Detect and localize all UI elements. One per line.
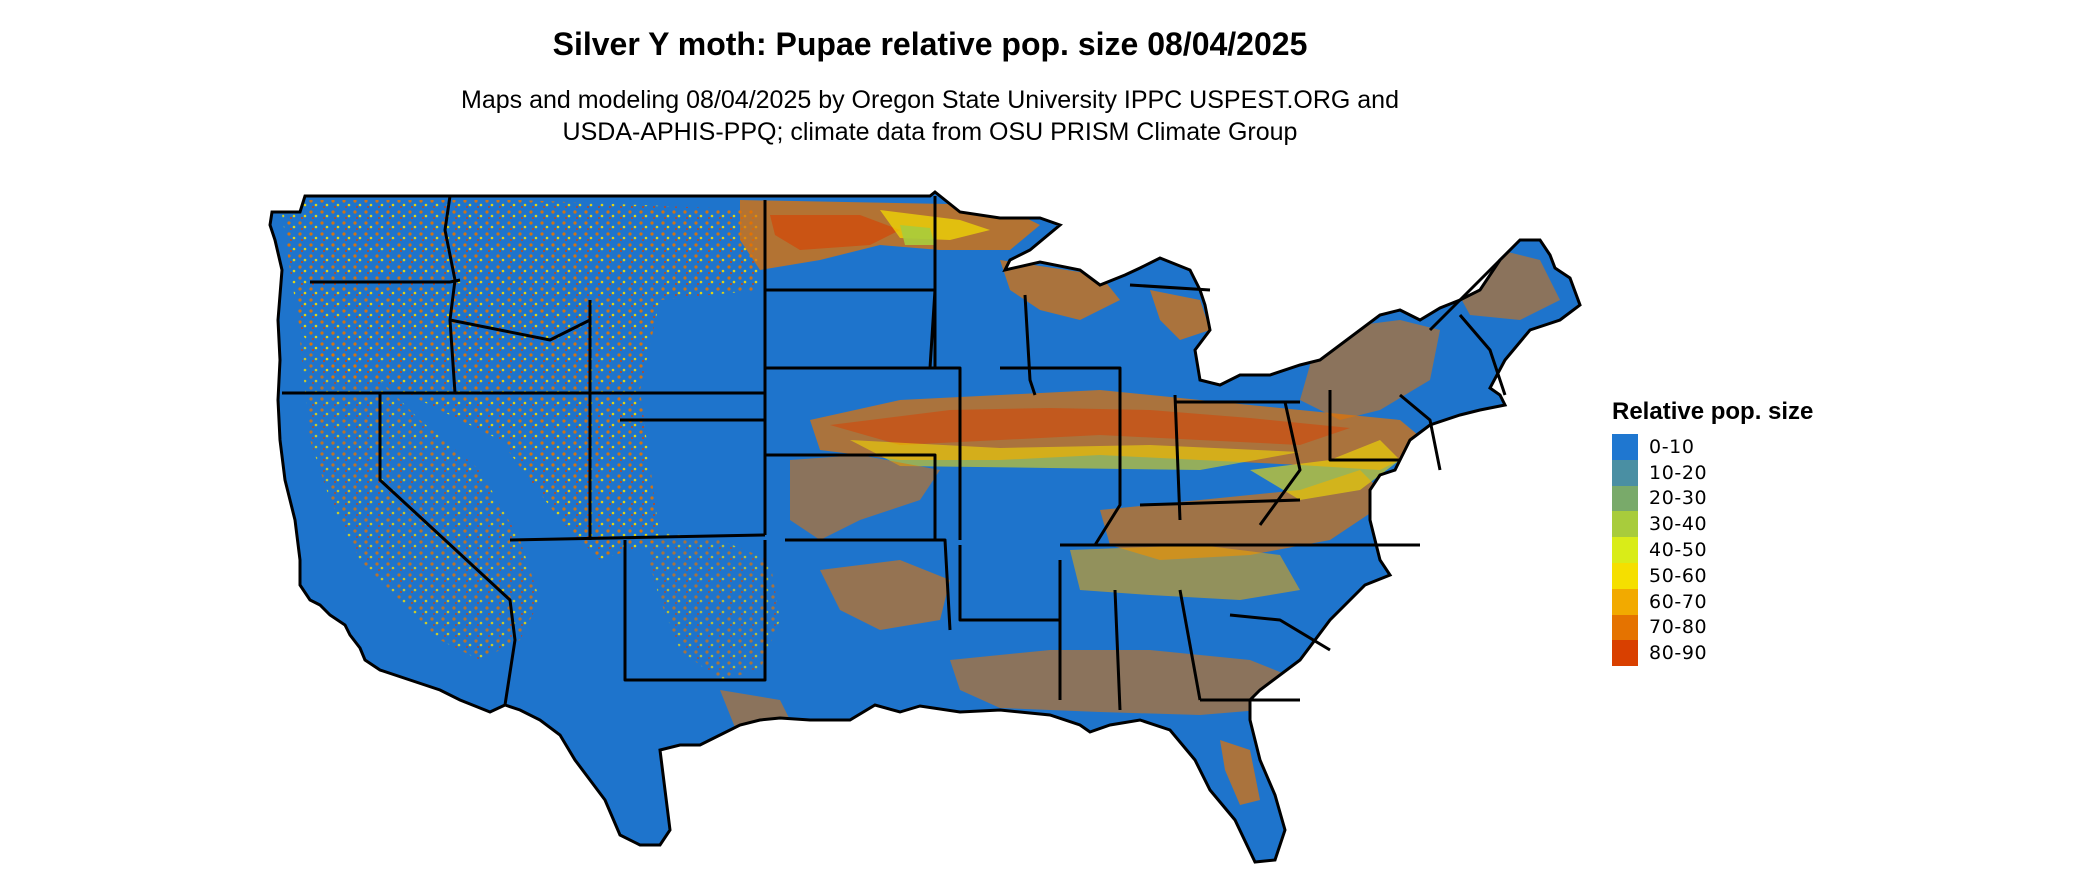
- legend-label: 0-10: [1649, 435, 1695, 458]
- legend-item: 70-80: [1612, 614, 1932, 641]
- legend-swatch: [1612, 537, 1638, 563]
- legend-item: 20-30: [1612, 485, 1932, 512]
- legend-swatch: [1612, 434, 1638, 460]
- legend-label: 70-80: [1649, 616, 1708, 639]
- legend-label: 50-60: [1649, 564, 1708, 587]
- state-borders: [282, 195, 1507, 711]
- map-subtitle: Maps and modeling 08/04/2025 by Oregon S…: [0, 84, 1860, 148]
- legend: Relative pop. size 0-10 10-20 20-30 30-40 40…: [1612, 398, 1932, 667]
- legend-item: 30-40: [1612, 511, 1932, 538]
- legend-item: 50-60: [1612, 562, 1932, 589]
- legend-label: 10-20: [1649, 461, 1708, 484]
- subtitle-line-2: USDA-APHIS-PPQ; climate data from OSU PR…: [562, 118, 1298, 146]
- legend-title: Relative pop. size: [1612, 398, 1814, 425]
- legend-item: 40-50: [1612, 537, 1932, 563]
- legend-label: 80-90: [1649, 642, 1708, 665]
- legend-item: 0-10: [1612, 434, 1932, 460]
- legend-swatch: [1612, 459, 1638, 486]
- heat-layer: [270, 192, 1580, 862]
- us-map-svg: [268, 190, 1582, 864]
- legend-swatch: [1612, 562, 1638, 589]
- us-heat-map: [260, 180, 1590, 890]
- legend-label: 20-30: [1649, 487, 1708, 510]
- legend-label: 40-50: [1649, 539, 1708, 562]
- legend-swatch: [1612, 485, 1638, 512]
- legend-label: 60-70: [1649, 590, 1708, 613]
- legend-item: 80-90: [1612, 640, 1932, 667]
- legend-items: 0-10 10-20 20-30 30-40 40-50 50-60 60-70 70-80 8…: [1612, 434, 1932, 667]
- subtitle-line-1: Maps and modeling 08/04/2025 by Oregon S…: [461, 86, 1399, 114]
- legend-swatch: [1612, 640, 1638, 667]
- legend-swatch: [1612, 588, 1638, 615]
- legend-item: 10-20: [1612, 459, 1932, 486]
- map-title: Silver Y moth: Pupae relative pop. size …: [552, 26, 1308, 62]
- legend-item: 60-70: [1612, 588, 1932, 615]
- legend-label: 30-40: [1649, 513, 1708, 536]
- legend-swatch: [1612, 511, 1638, 538]
- legend-swatch: [1612, 614, 1638, 641]
